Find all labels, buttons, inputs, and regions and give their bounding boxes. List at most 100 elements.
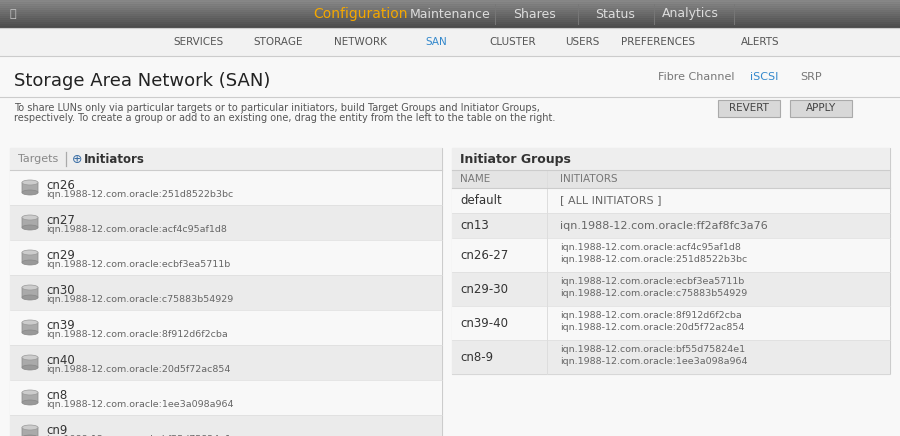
Bar <box>452 148 890 374</box>
Text: SRP: SRP <box>800 72 822 82</box>
Bar <box>452 148 890 170</box>
Text: ⏻: ⏻ <box>10 9 16 19</box>
Text: SERVICES: SERVICES <box>173 37 223 47</box>
Bar <box>0 22 900 23</box>
Text: cn9: cn9 <box>46 424 68 436</box>
Text: ALERTS: ALERTS <box>741 37 779 47</box>
Ellipse shape <box>22 215 38 220</box>
Text: iqn.1988-12.com.oracle:c75883b54929: iqn.1988-12.com.oracle:c75883b54929 <box>46 295 233 304</box>
Text: iqn.1988-12.com.oracle:8f912d6f2cba: iqn.1988-12.com.oracle:8f912d6f2cba <box>46 330 228 339</box>
Bar <box>10 148 442 170</box>
Text: iqn.1988-12.com.oracle:ecbf3ea5711b: iqn.1988-12.com.oracle:ecbf3ea5711b <box>46 260 230 269</box>
Text: cn40: cn40 <box>46 354 75 367</box>
Text: iqn.1988-12.com.oracle:bf55d75824e1: iqn.1988-12.com.oracle:bf55d75824e1 <box>46 435 231 436</box>
Ellipse shape <box>22 250 38 255</box>
Text: iqn.1988-12.com.oracle:8f912d6f2cba: iqn.1988-12.com.oracle:8f912d6f2cba <box>560 311 742 320</box>
Bar <box>10 310 442 345</box>
Text: [ ALL INITIATORS ]: [ ALL INITIATORS ] <box>560 195 662 205</box>
Bar <box>0 2 900 3</box>
Bar <box>718 100 780 117</box>
FancyBboxPatch shape <box>22 392 38 402</box>
Bar <box>0 23 900 24</box>
Text: SAN: SAN <box>425 37 447 47</box>
Bar <box>0 18 900 19</box>
Text: INITIATORS: INITIATORS <box>560 174 617 184</box>
Ellipse shape <box>22 365 38 370</box>
Bar <box>0 1 900 2</box>
Ellipse shape <box>22 330 38 335</box>
Bar <box>0 6 900 7</box>
Text: Shares: Shares <box>514 7 556 20</box>
Bar <box>0 13 900 14</box>
Text: iqn.1988-12.com.oracle:acf4c95af1d8: iqn.1988-12.com.oracle:acf4c95af1d8 <box>46 225 227 234</box>
Bar <box>452 188 890 213</box>
Bar <box>10 148 442 436</box>
Bar <box>0 25 900 26</box>
Ellipse shape <box>22 295 38 300</box>
Bar <box>0 14 900 15</box>
Text: cn8: cn8 <box>46 389 68 402</box>
Text: Initiators: Initiators <box>84 153 145 166</box>
Bar <box>0 10 900 11</box>
Text: Status: Status <box>595 7 634 20</box>
Bar <box>0 28 900 56</box>
Text: iqn.1988-12.com.oracle:20d5f72ac854: iqn.1988-12.com.oracle:20d5f72ac854 <box>560 323 744 332</box>
FancyBboxPatch shape <box>22 287 38 297</box>
Ellipse shape <box>22 320 38 325</box>
Bar <box>0 4 900 5</box>
Bar <box>0 16 900 17</box>
Text: iqn.1988-12.com.oracle:251d8522b3bc: iqn.1988-12.com.oracle:251d8522b3bc <box>560 255 747 264</box>
FancyBboxPatch shape <box>22 183 38 193</box>
Text: CLUSTER: CLUSTER <box>490 37 536 47</box>
Bar <box>0 17 900 18</box>
Text: default: default <box>460 194 502 207</box>
Bar <box>0 14 900 15</box>
Ellipse shape <box>22 180 38 185</box>
Text: NETWORK: NETWORK <box>334 37 386 47</box>
Bar <box>0 18 900 19</box>
FancyBboxPatch shape <box>22 428 38 436</box>
Bar <box>0 5 900 6</box>
Text: Maintenance: Maintenance <box>410 7 490 20</box>
Text: cn26: cn26 <box>46 179 75 192</box>
Text: cn27: cn27 <box>46 214 75 227</box>
Bar <box>0 8 900 9</box>
Text: Configuration: Configuration <box>313 7 407 21</box>
Bar <box>0 6 900 7</box>
Text: iSCSI: iSCSI <box>750 72 778 82</box>
Text: USERS: USERS <box>565 37 599 47</box>
Bar <box>0 3 900 4</box>
Bar <box>10 380 442 415</box>
Text: cn26-27: cn26-27 <box>460 249 508 262</box>
Text: cn29-30: cn29-30 <box>460 283 508 296</box>
Ellipse shape <box>22 435 38 436</box>
Bar <box>0 24 900 25</box>
Ellipse shape <box>22 260 38 265</box>
Text: Analytics: Analytics <box>662 7 718 20</box>
FancyBboxPatch shape <box>22 218 38 228</box>
Text: respectively. To create a group or add to an existing one, drag the entity from : respectively. To create a group or add t… <box>14 113 555 123</box>
Ellipse shape <box>22 190 38 195</box>
Bar <box>0 26 900 27</box>
Text: cn39-40: cn39-40 <box>460 317 508 330</box>
Bar <box>0 22 900 23</box>
Bar <box>0 11 900 12</box>
Bar <box>0 21 900 22</box>
Bar <box>0 4 900 5</box>
FancyBboxPatch shape <box>22 358 38 368</box>
Bar <box>790 100 852 117</box>
Text: Initiator Groups: Initiator Groups <box>460 153 571 166</box>
Text: cn30: cn30 <box>46 284 75 297</box>
Ellipse shape <box>22 285 38 290</box>
Ellipse shape <box>22 390 38 395</box>
Ellipse shape <box>22 425 38 430</box>
Bar <box>0 24 900 25</box>
Text: cn13: cn13 <box>460 219 489 232</box>
Bar <box>0 8 900 9</box>
Bar <box>452 306 890 340</box>
Bar <box>0 19 900 20</box>
Bar <box>10 240 442 275</box>
Ellipse shape <box>22 225 38 230</box>
Text: REVERT: REVERT <box>729 103 769 113</box>
Bar <box>452 213 890 238</box>
